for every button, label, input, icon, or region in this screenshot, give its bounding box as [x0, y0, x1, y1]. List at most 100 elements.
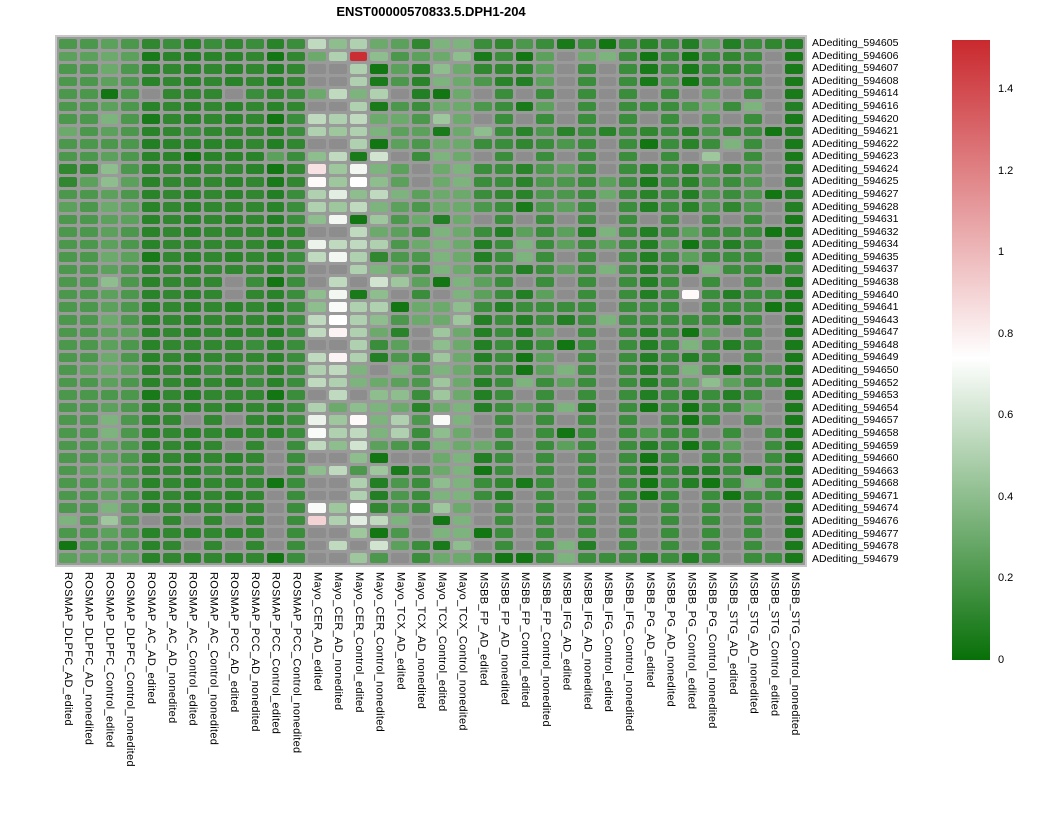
- heatmap-cell: [204, 302, 222, 313]
- heatmap-cell: [619, 189, 637, 200]
- heatmap-cell: [453, 340, 471, 350]
- heatmap-cell: [723, 89, 741, 99]
- row-label: ADediting_594614: [812, 87, 899, 100]
- heatmap-cell: [764, 402, 783, 413]
- heatmap-cell: [598, 503, 617, 513]
- heatmap-cell: [660, 503, 679, 513]
- heatmap-cell: [743, 164, 762, 175]
- heatmap-cell: [453, 453, 471, 463]
- heatmap-cell: [702, 289, 720, 300]
- heatmap-cell: [328, 264, 347, 275]
- heatmap-cell: [515, 490, 534, 501]
- heatmap-cell: [79, 315, 98, 325]
- heatmap-cell: [681, 126, 700, 137]
- heatmap-cell: [723, 252, 741, 262]
- heatmap-cell: [432, 202, 451, 212]
- heatmap-cell: [660, 114, 679, 124]
- heatmap-cell: [723, 390, 741, 400]
- heatmap-cell: [411, 101, 430, 112]
- heatmap-cell: [411, 390, 430, 400]
- heatmap-cell: [349, 390, 368, 400]
- heatmap-cell: [121, 377, 139, 388]
- heatmap-cell: [349, 315, 368, 325]
- heatmap-cell: [743, 515, 762, 526]
- column-label-slot: MSBB_STG_AD_edited: [722, 572, 743, 814]
- heatmap-cell: [764, 289, 783, 300]
- heatmap-cell: [723, 377, 741, 388]
- heatmap-cell: [79, 139, 98, 149]
- heatmap-cell: [557, 101, 575, 112]
- heatmap-cell: [453, 51, 471, 62]
- heatmap-cell: [474, 453, 492, 463]
- column-label-slot: ROSMAP_DLPFC_AD_edited: [57, 572, 78, 814]
- heatmap-cell: [577, 189, 596, 200]
- heatmap-cell: [349, 189, 368, 200]
- column-label-slot: Mayo_CER_AD_edited: [306, 572, 327, 814]
- heatmap-cell: [370, 252, 388, 262]
- heatmap-cell: [266, 553, 285, 563]
- heatmap-cell: [79, 453, 98, 463]
- heatmap-cell: [328, 151, 347, 162]
- heatmap-cell: [619, 528, 637, 538]
- heatmap-cell: [287, 51, 305, 62]
- heatmap-cell: [59, 327, 77, 338]
- row-label: ADediting_594625: [812, 175, 899, 188]
- heatmap-cell: [142, 51, 160, 62]
- heatmap-cell: [266, 440, 285, 451]
- heatmap-cell: [785, 365, 803, 375]
- heatmap-cell: [391, 465, 409, 476]
- heatmap-cell: [557, 126, 575, 137]
- heatmap-cell: [183, 453, 202, 463]
- heatmap-cell: [370, 164, 388, 175]
- heatmap-cell: [79, 528, 98, 538]
- heatmap-cell: [494, 453, 513, 463]
- heatmap-cell: [494, 164, 513, 175]
- heatmap-cell: [702, 427, 720, 438]
- heatmap-cell: [474, 264, 492, 275]
- heatmap-cell: [100, 390, 119, 400]
- heatmap-cell: [494, 478, 513, 488]
- heatmap-cell: [764, 340, 783, 350]
- colorbar: [952, 40, 990, 660]
- heatmap-cell: [287, 277, 305, 287]
- heatmap-cell: [391, 340, 409, 350]
- heatmap-cell: [557, 51, 575, 62]
- heatmap-cell: [142, 289, 160, 300]
- heatmap-cell: [515, 239, 534, 250]
- heatmap-cell: [183, 289, 202, 300]
- heatmap-cell: [411, 340, 430, 350]
- heatmap-cell: [225, 214, 243, 225]
- heatmap-cell: [681, 327, 700, 338]
- heatmap-cell: [162, 189, 181, 200]
- heatmap-cell: [474, 202, 492, 212]
- column-label: ROSMAP_PCC_AD_nonedited: [248, 572, 261, 732]
- heatmap-cell: [287, 478, 305, 488]
- heatmap-cell: [785, 302, 803, 313]
- heatmap-cell: [577, 390, 596, 400]
- heatmap-cell: [59, 214, 77, 225]
- heatmap-cell: [494, 465, 513, 476]
- heatmap-cell: [370, 302, 388, 313]
- row-label: ADediting_594627: [812, 187, 899, 200]
- heatmap-cell: [785, 427, 803, 438]
- heatmap-cell: [536, 553, 554, 563]
- heatmap-cell: [640, 427, 658, 438]
- heatmap-cell: [225, 114, 243, 124]
- heatmap-cell: [536, 252, 554, 262]
- heatmap-cell: [557, 227, 575, 237]
- heatmap-cell: [432, 315, 451, 325]
- heatmap-cell: [59, 453, 77, 463]
- heatmap-cell: [515, 478, 534, 488]
- heatmap-cell: [204, 177, 222, 187]
- heatmap-cell: [225, 227, 243, 237]
- heatmap-cell: [308, 453, 326, 463]
- heatmap-cell: [474, 189, 492, 200]
- heatmap-cell: [764, 352, 783, 363]
- heatmap-cell: [640, 365, 658, 375]
- heatmap-cell: [225, 503, 243, 513]
- heatmap-cell: [59, 402, 77, 413]
- heatmap-cell: [142, 490, 160, 501]
- heatmap-cell: [59, 264, 77, 275]
- heatmap-cell: [660, 252, 679, 262]
- heatmap-cell: [536, 114, 554, 124]
